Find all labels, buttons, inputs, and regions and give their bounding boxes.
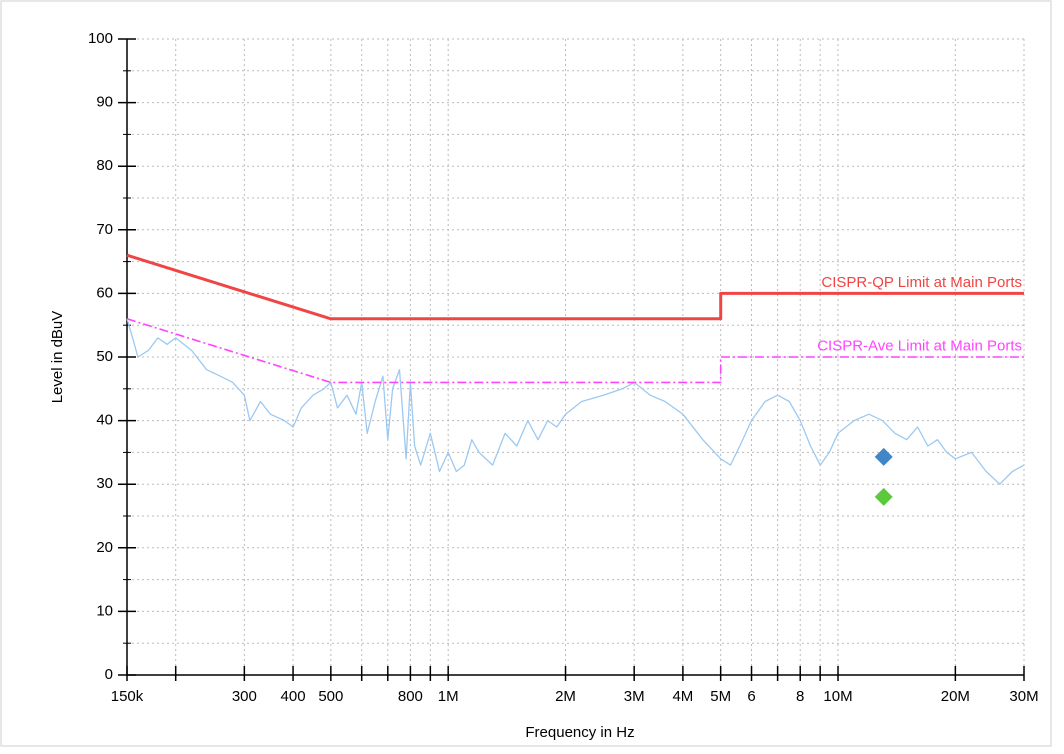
x-tick-label: 800 bbox=[398, 688, 423, 705]
y-tick-label: 60 bbox=[96, 284, 113, 301]
series-line bbox=[126, 318, 1024, 384]
x-tick-label: 150k bbox=[111, 688, 144, 705]
x-tick-label: 4M bbox=[672, 688, 693, 705]
y-tick-label: 70 bbox=[96, 221, 113, 238]
x-tick-label: 300 bbox=[232, 688, 257, 705]
x-tick-label: 8 bbox=[796, 688, 804, 705]
annotation: CISPR-Ave Limit at Main Ports bbox=[817, 337, 1022, 354]
y-tick-label: 100 bbox=[88, 30, 113, 47]
y-tick-label: 30 bbox=[96, 475, 113, 492]
x-tick-label: 1M bbox=[438, 688, 459, 705]
x-tick-label: 5M bbox=[710, 688, 731, 705]
x-tick-label: 10M bbox=[823, 688, 852, 705]
marker bbox=[874, 447, 893, 466]
y-tick-label: 90 bbox=[96, 94, 113, 111]
marker bbox=[874, 487, 893, 506]
x-axis-label: Frequency in Hz bbox=[525, 724, 634, 741]
y-axis-label: Level in dBuV bbox=[49, 311, 66, 404]
x-tick-label: 20M bbox=[941, 688, 970, 705]
y-tick-label: 20 bbox=[96, 539, 113, 556]
x-tick-label: 2M bbox=[555, 688, 576, 705]
y-tick-label: 80 bbox=[96, 157, 113, 174]
annotation: CISPR-QP Limit at Main Ports bbox=[821, 274, 1022, 291]
x-tick-label: 500 bbox=[318, 688, 343, 705]
frame bbox=[0, 0, 1052, 747]
x-tick-label: 400 bbox=[281, 688, 306, 705]
y-tick-label: 10 bbox=[96, 602, 113, 619]
y-tick-label: 40 bbox=[96, 412, 113, 429]
x-tick-label: 6 bbox=[747, 688, 755, 705]
x-tick-label: 30M bbox=[1009, 688, 1038, 705]
x-tick-label: 3M bbox=[624, 688, 645, 705]
y-tick-label: 50 bbox=[96, 348, 113, 365]
y-tick-label: 0 bbox=[105, 666, 113, 683]
series-line bbox=[126, 318, 1025, 485]
series-line bbox=[126, 253, 1024, 321]
